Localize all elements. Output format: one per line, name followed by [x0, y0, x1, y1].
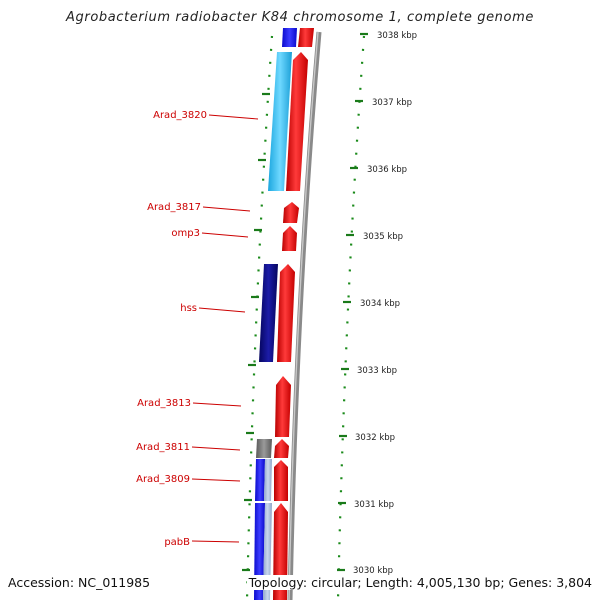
kbp-label: 3032 kbp — [355, 433, 395, 443]
reverse-gene-hss[interactable] — [259, 264, 278, 362]
gene-label[interactable]: pabB — [164, 537, 190, 548]
kbp-label: 3030 kbp — [353, 566, 393, 576]
genome-backbone-highlight — [288, 31, 319, 600]
topology-text: Topology: circular; Length: 4,005,130 bp… — [246, 575, 592, 590]
accession-text: Accession: NC_011985 — [8, 575, 151, 590]
genome-title: Agrobacterium radiobacter K84 chromosome… — [66, 10, 534, 25]
gene-label[interactable]: Arad_3813 — [137, 398, 191, 409]
inner-tick-track — [245, 35, 274, 600]
major-ticks — [337, 32, 368, 572]
kbp-label: 3035 kbp — [363, 232, 403, 242]
gene-label[interactable]: Arad_3820 — [153, 110, 207, 121]
forward-gene-omp3[interactable] — [282, 226, 297, 251]
forward-gene-Arad_3809[interactable] — [274, 460, 288, 501]
gene-label[interactable]: omp3 — [171, 228, 200, 239]
reverse-gene-Arad_3809-partner[interactable] — [264, 459, 272, 501]
label-leader-lines — [191, 114, 259, 543]
reverse-gene-Arad_3809[interactable] — [255, 459, 265, 501]
gene-label[interactable]: Arad_3817 — [147, 202, 201, 213]
forward-gene-Arad_3817[interactable] — [283, 202, 299, 223]
inner-track-dashes — [242, 92, 270, 572]
gene-label[interactable]: hss — [180, 303, 197, 314]
forward-gene-Arad_3820-region[interactable] — [286, 52, 308, 191]
gene-label-group: Arad_3820 Arad_3817 omp3 hss Arad_3813 A… — [136, 110, 207, 548]
reverse-gene-Arad_3820[interactable] — [268, 52, 292, 191]
forward-gene-top[interactable] — [298, 28, 314, 47]
kbp-label: 3034 kbp — [360, 299, 400, 309]
gene-label[interactable]: Arad_3809 — [136, 474, 190, 485]
reverse-gene-blue-top[interactable] — [282, 28, 297, 47]
reverse-gene-Arad_3811[interactable] — [256, 439, 272, 458]
forward-gene-hss-region[interactable] — [277, 264, 295, 362]
kbp-label: 3038 kbp — [377, 31, 417, 41]
outer-tick-track — [336, 35, 366, 600]
gene-label[interactable]: Arad_3811 — [136, 442, 190, 453]
kbp-label: 3036 kbp — [367, 165, 407, 175]
forward-gene-Arad_3813[interactable] — [275, 376, 291, 437]
kbp-label: 3033 kbp — [357, 366, 397, 376]
kbp-label: 3031 kbp — [354, 500, 394, 510]
forward-gene-Arad_3811[interactable] — [274, 439, 289, 458]
genome-backbone — [287, 31, 322, 600]
kbp-label: 3037 kbp — [372, 98, 412, 108]
